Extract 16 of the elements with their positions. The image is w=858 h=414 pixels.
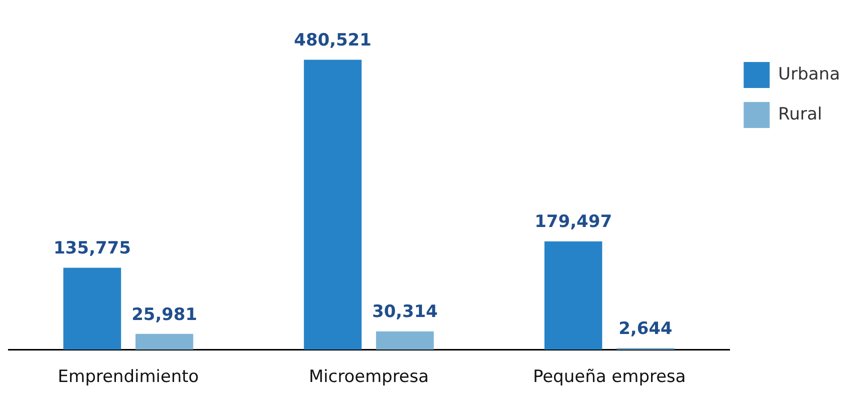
data-label: 480,521 bbox=[294, 30, 372, 51]
data-label: 25,981 bbox=[132, 304, 198, 325]
data-label: 179,497 bbox=[534, 212, 612, 232]
data-label: 135,775 bbox=[53, 238, 131, 259]
x-tick-label: Emprendimiento bbox=[58, 367, 199, 388]
bar bbox=[63, 268, 122, 350]
bar bbox=[304, 60, 362, 350]
legend-label: Urbana bbox=[778, 64, 840, 84]
x-tick-label: Microempresa bbox=[308, 367, 429, 388]
x-tick-label: Pequeña empresa bbox=[532, 367, 686, 388]
bar bbox=[135, 334, 194, 350]
bar bbox=[376, 331, 434, 350]
legend-label: Rural bbox=[778, 104, 822, 124]
data-label: 2,644 bbox=[618, 318, 673, 339]
bar bbox=[544, 241, 602, 350]
data-label: 30,314 bbox=[372, 302, 438, 322]
